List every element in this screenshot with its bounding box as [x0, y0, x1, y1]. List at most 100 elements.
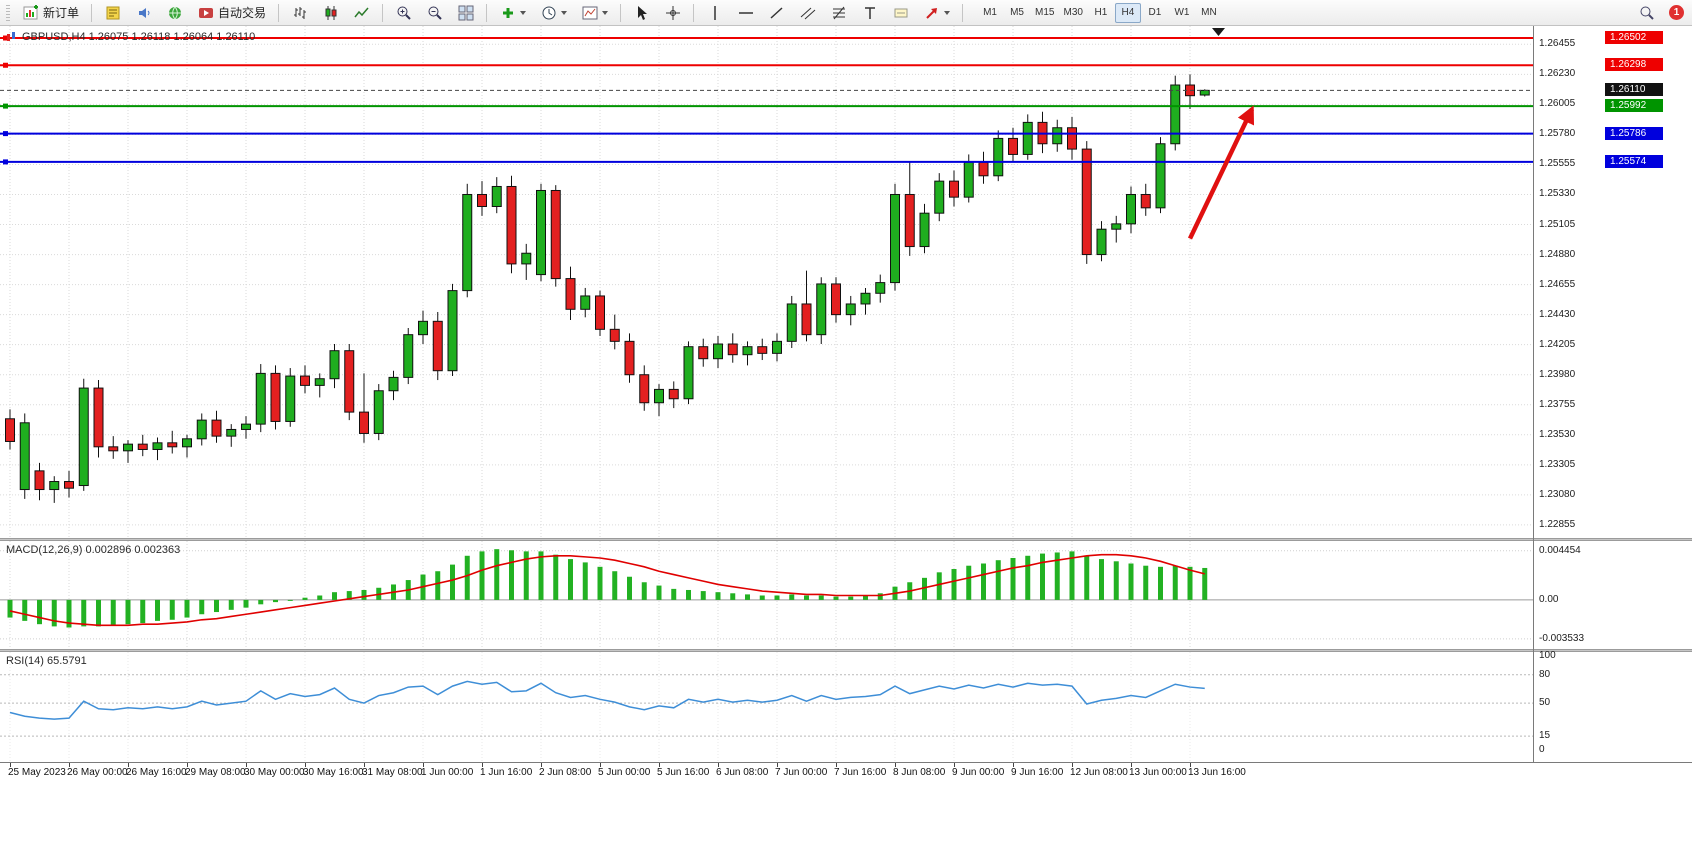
candle-body: [477, 193, 487, 208]
macd-histogram-bar: [759, 595, 765, 600]
indicators-button[interactable]: [493, 2, 532, 24]
timeframe-button-M15[interactable]: M15: [1031, 3, 1058, 23]
macd-histogram-bar: [804, 595, 809, 600]
candle-body: [668, 388, 679, 400]
timeframe-button-H4[interactable]: H4: [1114, 2, 1141, 23]
price-tag-1.26502: 1.26502: [1605, 31, 1663, 45]
new-order-button[interactable]: 新订单: [16, 2, 85, 24]
candle-body: [418, 320, 428, 336]
macd-histogram-bar: [51, 599, 57, 627]
price-axis-label: 1.23305: [1539, 458, 1576, 470]
templates-button[interactable]: [575, 2, 614, 24]
time-axis-tick: [128, 763, 129, 767]
macd-panel-canvas[interactable]: [0, 541, 1533, 649]
rsi-axis-label: 80: [1539, 668, 1551, 680]
hline-handle[interactable]: [3, 131, 8, 137]
timeframe-button-M5[interactable]: M5: [1004, 3, 1030, 23]
sound-alert-button[interactable]: [129, 2, 158, 24]
time-axis-tick: [10, 763, 11, 767]
macd-histogram-bar: [140, 599, 146, 624]
channel-tool-button[interactable]: [793, 2, 822, 24]
cursor-icon: [633, 4, 650, 21]
cursor-tool-button[interactable]: [627, 2, 656, 24]
tile-windows-button[interactable]: [451, 2, 480, 24]
line-chart-mode-button[interactable]: [347, 2, 376, 24]
macd-histogram-bar: [700, 591, 706, 600]
hline-handle[interactable]: [3, 103, 8, 109]
arrows-tool-button[interactable]: [917, 2, 956, 24]
zoom-out-button[interactable]: [420, 2, 449, 24]
vertical-line-tool-button[interactable]: [700, 2, 729, 24]
chevron-down-icon: [602, 11, 609, 18]
time-axis-tick: [246, 763, 247, 767]
time-axis-tick: [600, 763, 601, 767]
timeframe-button-M30[interactable]: M30: [1059, 3, 1086, 23]
candle-body: [1199, 89, 1210, 96]
new-order-icon: [22, 4, 39, 21]
crosshair-tool-button[interactable]: [658, 2, 687, 24]
macd-histogram-bar: [1187, 566, 1193, 600]
macd-histogram-bar: [302, 597, 308, 600]
macd-histogram-bar: [509, 550, 514, 600]
timeframe-button-W1[interactable]: W1: [1169, 3, 1195, 23]
hline-handle[interactable]: [3, 35, 8, 41]
candlestick-mode-button[interactable]: [316, 2, 345, 24]
search-button[interactable]: [1632, 2, 1661, 24]
channel-icon: [799, 4, 816, 21]
zoom-in-button[interactable]: [389, 2, 418, 24]
macd-histogram-bar: [169, 599, 175, 620]
symbol-ohlc-text: GBPUSD,H4 1.26075 1.26118 1.26064 1.2611…: [22, 31, 256, 43]
macd-histogram-bar: [597, 566, 603, 600]
candle-body: [1008, 137, 1018, 155]
timeframe-button-M1[interactable]: M1: [977, 3, 1003, 23]
bar-chart-mode-button[interactable]: [285, 2, 314, 24]
text-label-tool-button[interactable]: [886, 2, 915, 24]
rsi-axis-label: 50: [1539, 697, 1551, 709]
macd-histogram-bar: [214, 599, 219, 613]
timeframe-button-MN[interactable]: MN: [1196, 3, 1222, 23]
trendline-tool-button[interactable]: [762, 2, 791, 24]
macd-histogram-bar: [553, 554, 559, 600]
globe-icon: [166, 4, 183, 21]
price-axis[interactable]: 1.26455 1.26230 1.26005 1.25780 1.25555 1.253…: [1533, 26, 1692, 762]
bid-price-tag: 1.26110: [1605, 83, 1663, 97]
main-chart-canvas[interactable]: [0, 26, 1533, 538]
price-axis-label: 1.25780: [1539, 128, 1576, 140]
panel-splitter[interactable]: [0, 649, 1692, 652]
hline-handle[interactable]: [3, 159, 8, 165]
toolbar-grip[interactable]: [6, 4, 10, 21]
macd-histogram-bar: [346, 591, 352, 600]
periods-button[interactable]: [534, 2, 573, 24]
hline-handle[interactable]: [3, 62, 8, 68]
arrow-shape-icon: [923, 4, 940, 21]
candle-body: [491, 185, 502, 208]
metaeditor-button[interactable]: [98, 2, 127, 24]
panel-splitter[interactable]: [0, 538, 1692, 541]
horizontal-line-tool-button[interactable]: [731, 2, 760, 24]
macd-axis-label: 0.00: [1539, 593, 1559, 605]
chart-shift-marker[interactable]: [1212, 28, 1225, 36]
text-tool-button[interactable]: [855, 2, 884, 24]
macd-histogram-bar: [81, 599, 87, 627]
template-icon: [581, 4, 598, 21]
time-axis-label: 7 Jun 16:00: [834, 767, 887, 778]
trend-arrow-annotation[interactable]: [1187, 105, 1255, 240]
autotrading-button[interactable]: 自动交易: [191, 2, 272, 24]
autotrading-icon: [197, 4, 214, 21]
time-axis-label: 12 Jun 08:00: [1070, 767, 1128, 778]
community-button[interactable]: [160, 2, 189, 24]
macd-histogram-bar: [789, 594, 795, 600]
timeframe-button-H1[interactable]: H1: [1088, 3, 1114, 23]
time-axis-label: 8 Jun 08:00: [893, 767, 946, 778]
candle-body: [757, 346, 768, 354]
candle-body: [565, 278, 576, 310]
rsi-panel-canvas[interactable]: [0, 652, 1533, 762]
time-axis[interactable]: 25 May 2023 26 May 00:00 26 May 16:00 29 Ma…: [0, 762, 1692, 787]
fibonacci-tool-button[interactable]: [824, 2, 853, 24]
time-axis-tick: [482, 763, 483, 767]
candle-body: [447, 290, 458, 372]
price-axis-label: 1.24655: [1539, 278, 1576, 290]
notifications-badge[interactable]: 1: [1669, 5, 1684, 20]
chevron-down-icon: [561, 11, 568, 18]
timeframe-button-D1[interactable]: D1: [1142, 3, 1168, 23]
